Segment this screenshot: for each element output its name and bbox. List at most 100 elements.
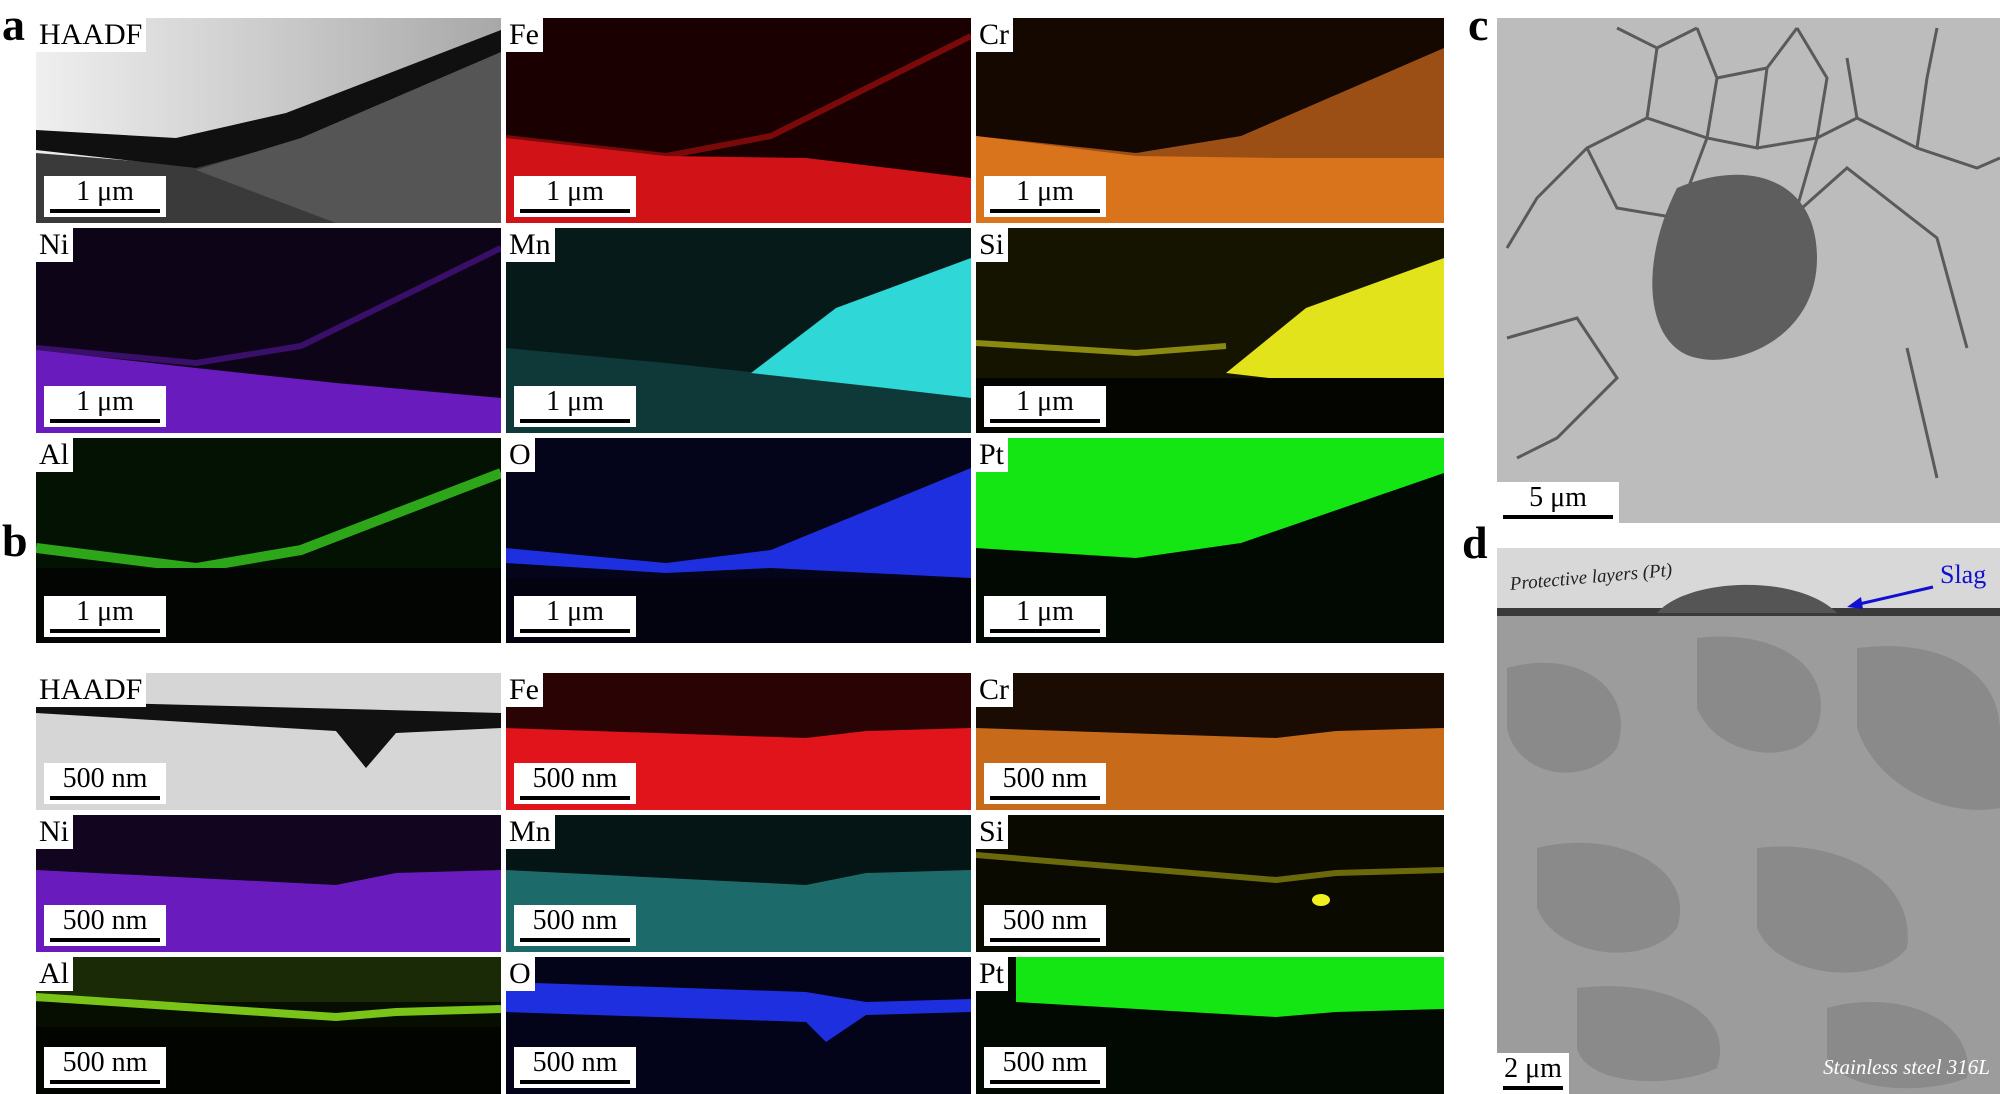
scalebar-text: 1 μm	[76, 386, 134, 417]
scalebar-line	[520, 938, 630, 942]
panel-letter-d: d	[1462, 517, 1488, 568]
panel-b-mn-map: Mn 500 nm	[506, 815, 971, 952]
scalebar: 1 μm	[44, 596, 166, 637]
scalebar: 1 μm	[514, 176, 636, 217]
panel-c-sem-image: 5 μm	[1497, 18, 2000, 523]
scalebar: 1 μm	[984, 596, 1106, 637]
scalebar-text: 500 nm	[62, 905, 148, 936]
tile-label: Si	[976, 228, 1009, 262]
panel-letter-c: c	[1468, 0, 1489, 50]
scalebar: 500 nm	[514, 905, 636, 946]
tile-label: HAADF	[36, 18, 147, 52]
scalebar-line	[520, 796, 630, 800]
scalebar-line	[50, 1080, 160, 1084]
tile-label: Ni	[36, 815, 73, 849]
scalebar-text: 500 nm	[62, 1047, 148, 1078]
panel-b-haadf-map: HAADF 500 nm	[36, 673, 501, 810]
scalebar-line	[990, 629, 1100, 633]
tile-label: O	[506, 957, 535, 991]
scalebar-line	[50, 938, 160, 942]
tile-label: O	[506, 438, 535, 472]
scalebar-text: 1 μm	[76, 596, 134, 627]
scalebar-line	[990, 938, 1100, 942]
tile-label: Si	[976, 815, 1009, 849]
scalebar-text: 1 μm	[546, 596, 604, 627]
scalebar-line	[520, 1080, 630, 1084]
scalebar-text: 500 nm	[62, 763, 148, 794]
scalebar: 500 nm	[44, 1047, 166, 1088]
panel-b-pt-map: Pt 500 nm	[976, 957, 1444, 1094]
tile-label: Fe	[506, 673, 543, 707]
panel-a-al-map: Al 1 μm	[36, 438, 501, 643]
panel-b-al-map: Al 500 nm	[36, 957, 501, 1094]
panel-d-cross-section-image: Protective layers (Pt) Slag Stainless st…	[1497, 548, 2000, 1094]
scalebar-line	[520, 419, 630, 423]
panel-a-pt-map: Pt 1 μm	[976, 438, 1444, 643]
tile-label: Ni	[36, 228, 73, 262]
scalebar-line	[1503, 1086, 1563, 1090]
scalebar: 500 nm	[514, 1047, 636, 1088]
scalebar-line	[990, 796, 1100, 800]
panel-b-ni-map: Ni 500 nm	[36, 815, 501, 952]
panel-b-fe-map: Fe 500 nm	[506, 673, 971, 810]
scalebar: 1 μm	[44, 386, 166, 427]
scalebar: 500 nm	[44, 905, 166, 946]
scalebar-line	[520, 209, 630, 213]
tile-label: Pt	[976, 438, 1009, 472]
panel-a-o-map: O 1 μm	[506, 438, 971, 643]
panel-b-si-map: Si 500 nm	[976, 815, 1444, 952]
scalebar: 1 μm	[984, 176, 1106, 217]
scalebar: 1 μm	[514, 386, 636, 427]
scalebar-text: 1 μm	[76, 176, 134, 207]
tile-label: Mn	[506, 815, 555, 849]
scalebar-line	[990, 209, 1100, 213]
panel-letter-b: b	[2, 515, 28, 566]
tile-label: Cr	[976, 673, 1013, 707]
scalebar-text: 1 μm	[1016, 176, 1074, 207]
scalebar: 500 nm	[44, 763, 166, 804]
panel-a-fe-map: Fe 1 μm	[506, 18, 971, 223]
panel-a-mn-map: Mn 1 μm	[506, 228, 971, 433]
scalebar-text: 1 μm	[546, 386, 604, 417]
scalebar: 500 nm	[984, 763, 1106, 804]
scalebar-line	[520, 629, 630, 633]
scalebar-text: 500 nm	[1002, 763, 1088, 794]
scalebar-line	[50, 419, 160, 423]
scalebar-text: 1 μm	[1016, 386, 1074, 417]
tile-label: Al	[36, 957, 73, 991]
tile-label: Al	[36, 438, 73, 472]
tile-label: HAADF	[36, 673, 147, 707]
panel-b-o-map: O 500 nm	[506, 957, 971, 1094]
scalebar-text: 500 nm	[532, 905, 618, 936]
slag-arrow-icon	[1847, 585, 1934, 609]
panel-letter-a: a	[2, 0, 25, 50]
scalebar-line	[50, 209, 160, 213]
tile-label: Pt	[976, 957, 1009, 991]
scalebar-line	[50, 629, 160, 633]
scalebar-text: 5 μm	[1529, 482, 1587, 513]
panel-a-si-map: Si 1 μm	[976, 228, 1444, 433]
scalebar-text: 500 nm	[1002, 1047, 1088, 1078]
scalebar-text: 1 μm	[1016, 596, 1074, 627]
scalebar: 5 μm	[1497, 482, 1619, 523]
scalebar-line	[990, 1080, 1100, 1084]
scalebar: 500 nm	[984, 905, 1106, 946]
slag-label: Slag	[1940, 560, 1987, 589]
scalebar-text: 500 nm	[532, 763, 618, 794]
substrate-label: Stainless steel 316L	[1823, 1055, 1990, 1079]
scalebar-line	[50, 796, 160, 800]
panel-b-cr-map: Cr 500 nm	[976, 673, 1444, 810]
tile-label: Mn	[506, 228, 555, 262]
scalebar-line	[1503, 515, 1613, 519]
scalebar-text: 500 nm	[1002, 905, 1088, 936]
scalebar: 1 μm	[514, 596, 636, 637]
scalebar-line	[990, 419, 1100, 423]
scalebar-text: 2 μm	[1504, 1053, 1562, 1084]
panel-a-haadf-map: HAADF 1 μm	[36, 18, 501, 223]
scalebar-text: 500 nm	[532, 1047, 618, 1078]
scalebar: 1 μm	[984, 386, 1106, 427]
scalebar: 2 μm	[1497, 1053, 1569, 1094]
tile-label: Cr	[976, 18, 1013, 52]
scalebar-text: 1 μm	[546, 176, 604, 207]
panel-a-ni-map: Ni 1 μm	[36, 228, 501, 433]
